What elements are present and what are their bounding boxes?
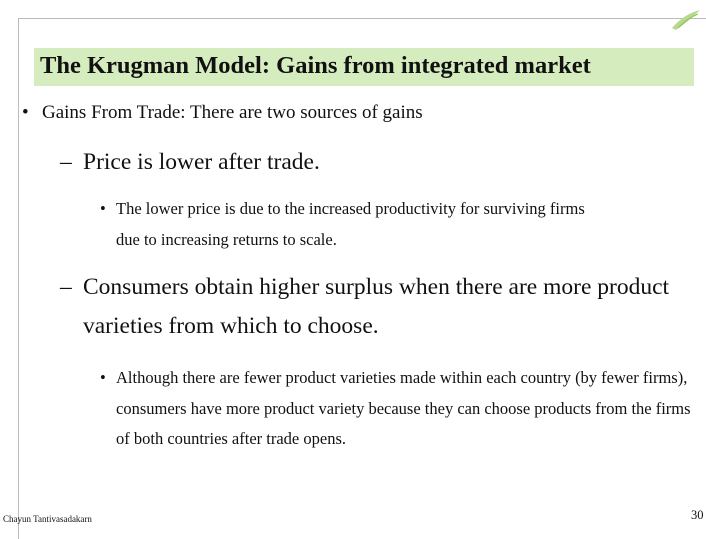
slide-title: The Krugman Model: Gains from integrated… <box>40 52 591 79</box>
dash: – <box>60 149 72 175</box>
slide: The Krugman Model: Gains from integrated… <box>3 10 706 539</box>
sub-bullet-text: Consumers obtain higher surplus when the… <box>83 274 670 339</box>
leaf-vein <box>677 13 699 29</box>
sub-sub-bullet-text: The lower price is due to the increased … <box>116 199 585 249</box>
dash: – <box>60 274 72 300</box>
page-number: 30 <box>691 508 704 522</box>
bullet-dot: • <box>100 199 106 218</box>
slide-frame <box>18 18 706 539</box>
sub-sub-bullet-text: Although there are fewer product varieti… <box>116 368 691 448</box>
leaf-shape <box>672 10 700 30</box>
footer: Chayun Tantivasadakarn <box>3 514 92 524</box>
bullet-dot: • <box>100 368 106 387</box>
sub-bullet-text: Price is lower after trade. <box>83 149 320 175</box>
title-bar <box>34 48 694 86</box>
bullet-text: Gains From Trade: There are two sources … <box>42 102 423 123</box>
leaf-icon <box>672 10 700 30</box>
bullet-dot: • <box>22 102 29 123</box>
